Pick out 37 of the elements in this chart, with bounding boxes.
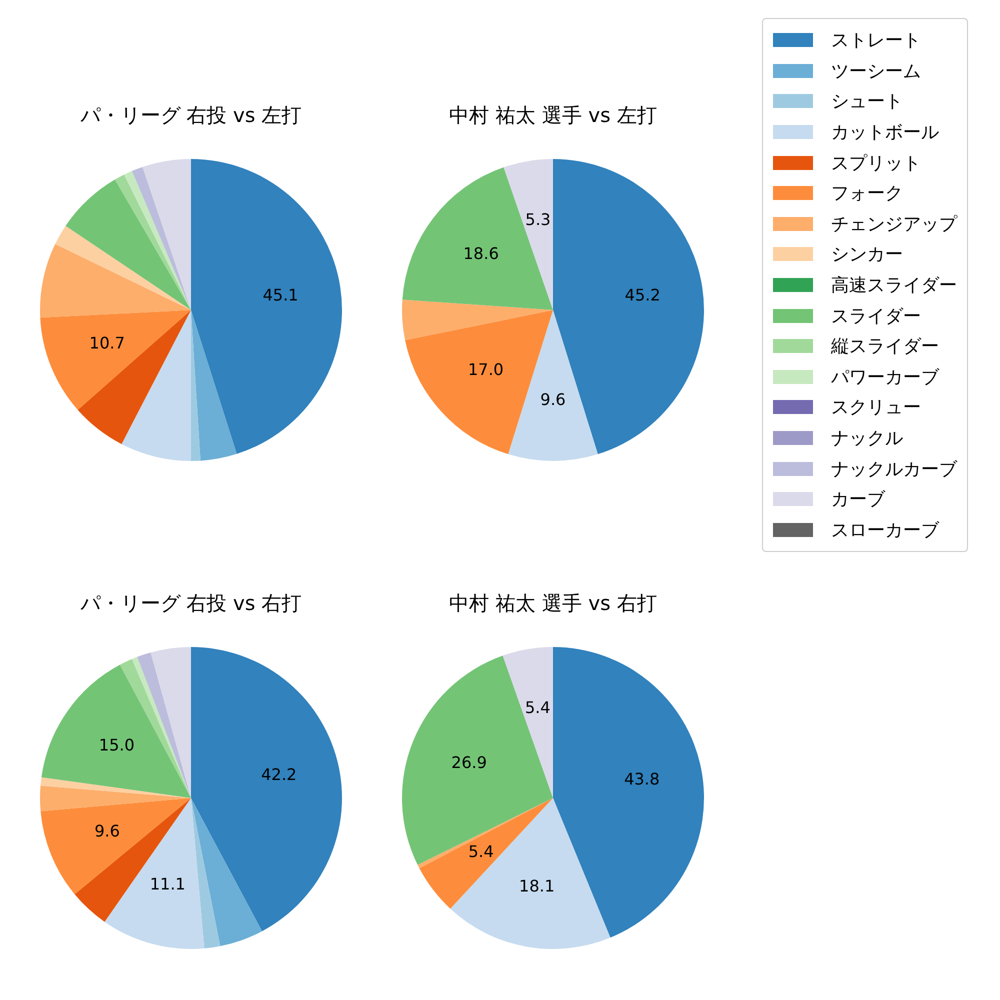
chart-title: 中村 祐太 選手 vs 左打 [449, 103, 657, 128]
legend-label: フォーク [831, 182, 903, 206]
data-label: 42.2 [261, 765, 297, 784]
legend-label: ストレート [831, 29, 921, 52]
text: パ・リーグ 右投 vs 左打 [79, 103, 302, 128]
data-label: 43.8 [624, 770, 660, 789]
chart-title: パ・リーグ 右投 vs 右打 [79, 591, 302, 616]
data-label: 9.6 [540, 390, 566, 409]
legend-label: スクリュー [831, 396, 921, 420]
data-label: 11.1 [150, 874, 186, 894]
legend-label: スプリット [831, 152, 921, 175]
legend-label: スライダー [831, 304, 921, 328]
legend-label: ツーシーム [831, 60, 921, 83]
data-label: 5.4 [468, 842, 494, 862]
legend-label: シンカー [831, 243, 903, 266]
legend-label: カーブ [831, 488, 885, 512]
data-label: 26.9 [451, 753, 487, 772]
legend-label: 縦スライダー [831, 335, 939, 358]
data-label: 18.6 [463, 244, 499, 264]
data-label: 5.3 [525, 210, 551, 229]
data-label: 45.2 [624, 286, 660, 305]
data-label: 10.7 [89, 333, 125, 352]
legend-label: 高速スライダー [831, 274, 957, 298]
legend-label: スローカーブ [831, 518, 939, 542]
legend-label: ナックルカーブ [831, 458, 957, 481]
data-label: 45.1 [262, 285, 298, 304]
chart-title: 中村 祐太 選手 vs 右打 [449, 591, 657, 616]
data-label: 17.0 [468, 360, 504, 379]
data-label: 15.0 [98, 735, 135, 754]
data-label: 18.1 [519, 876, 555, 896]
legend-label: シュート [831, 90, 903, 114]
data-label: 5.4 [524, 698, 550, 717]
legend-label: ナックル [831, 427, 903, 450]
legend-label: チェンジアップ [831, 212, 957, 236]
data-label: 9.6 [94, 822, 120, 841]
legend-label: パワーカーブ [831, 366, 939, 389]
legend-label: カットボール [831, 121, 939, 144]
